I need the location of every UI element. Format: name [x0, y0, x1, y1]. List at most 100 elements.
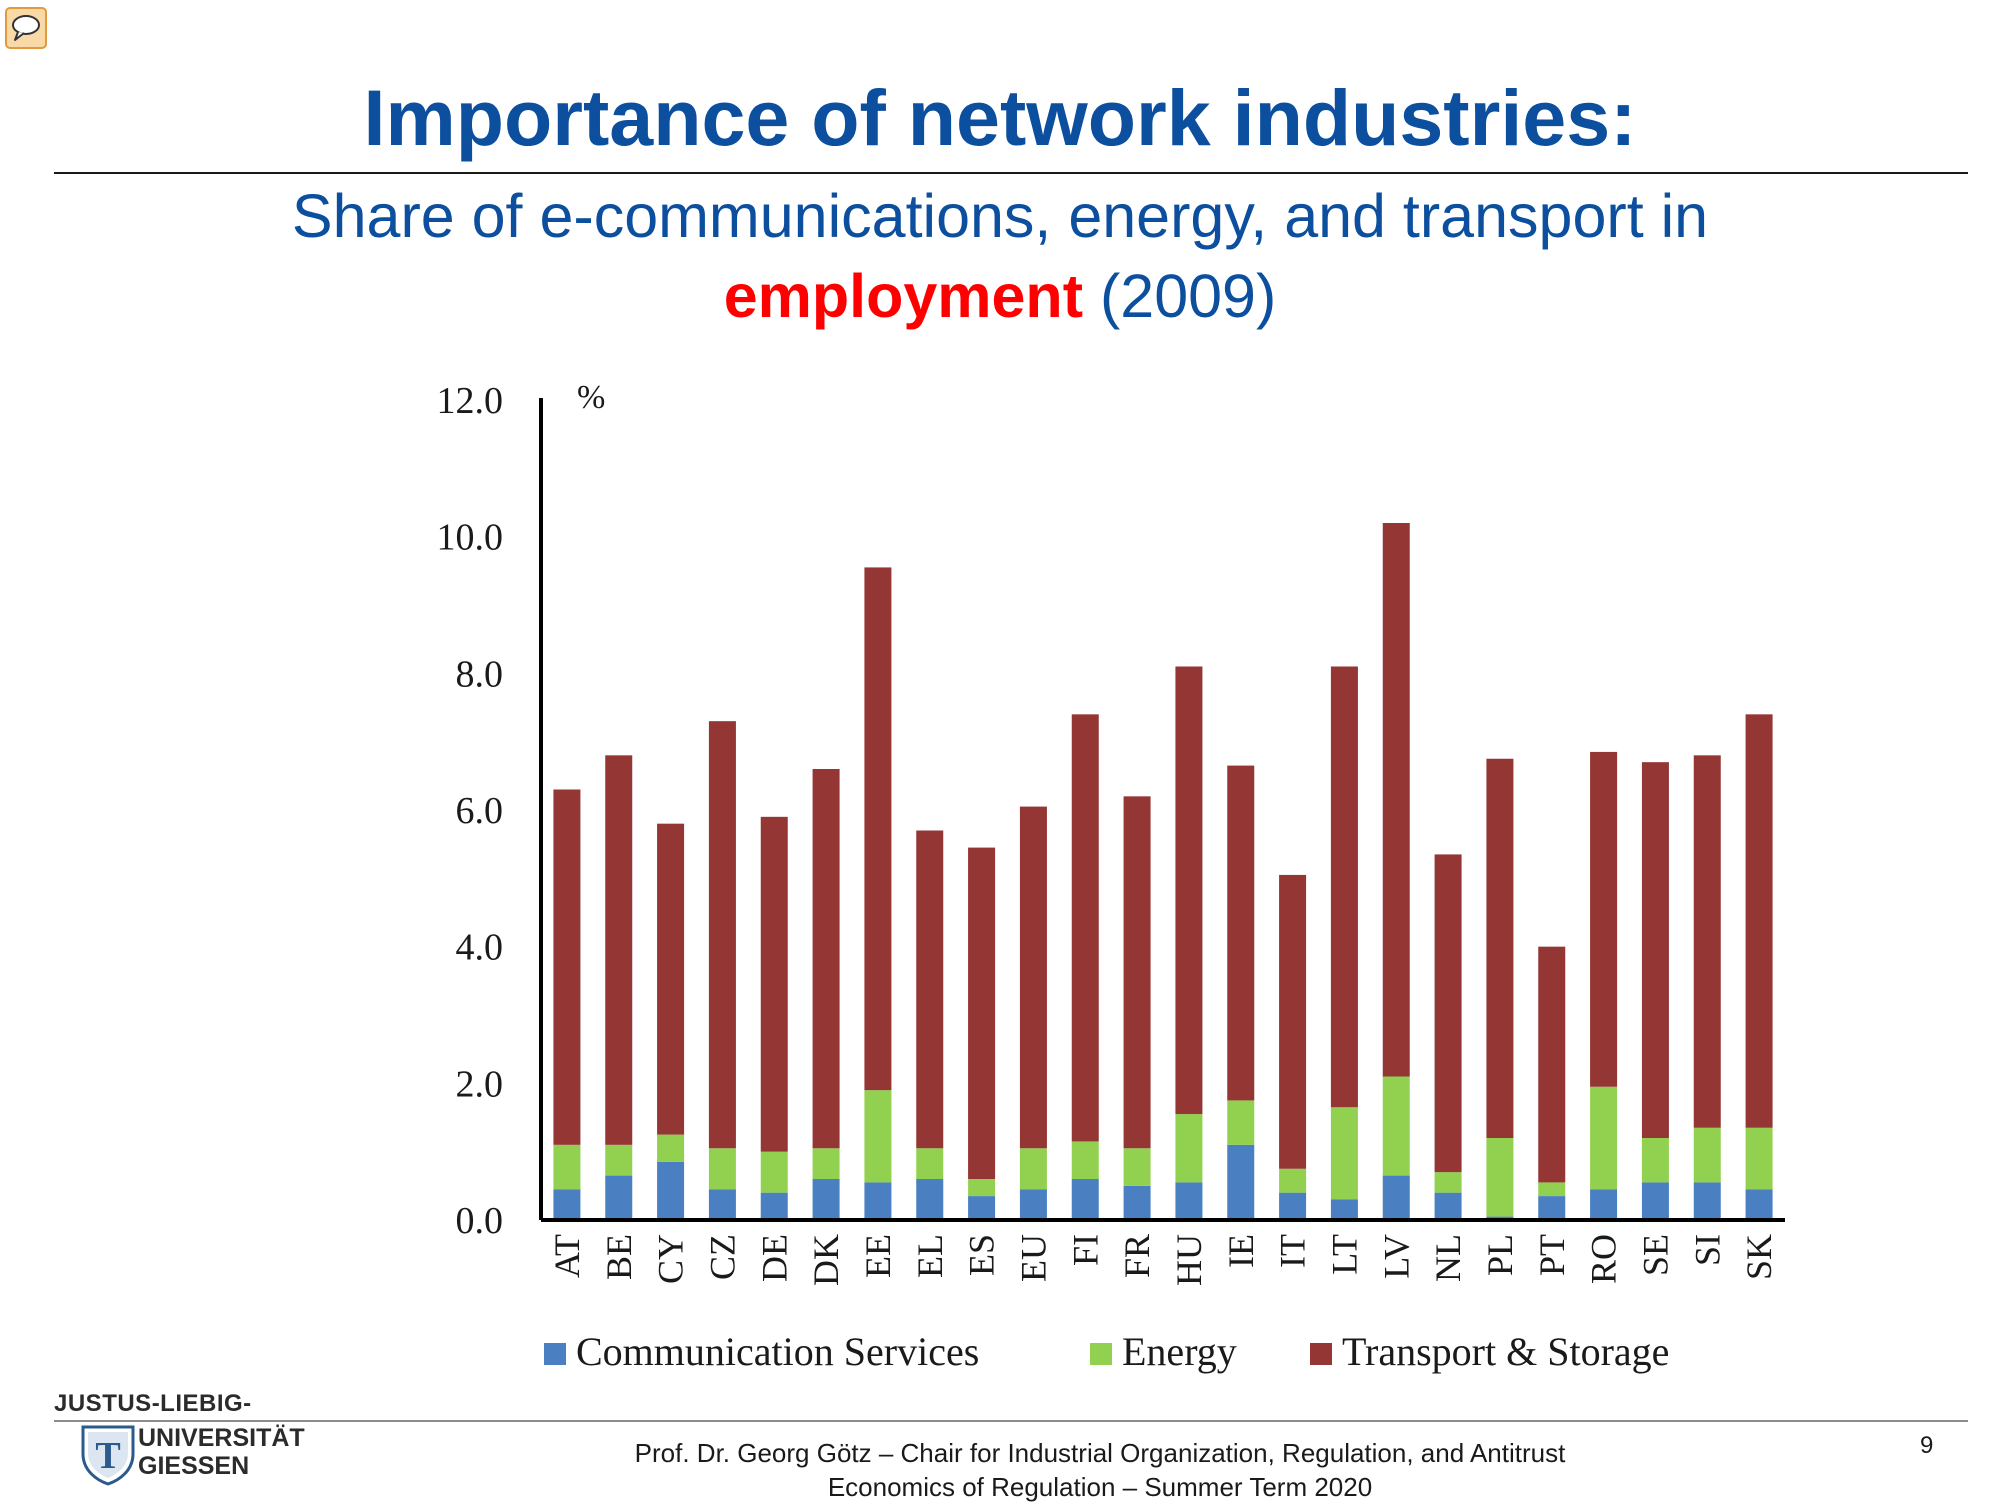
logo-line-3: GIESSEN [138, 1452, 250, 1480]
x-tick-label-ro: RO [1584, 1234, 1624, 1284]
subtitle-line-1: Share of e-communications, energy, and t… [291, 182, 1709, 250]
x-tick-label-el: EL [910, 1234, 950, 1278]
legend-label-energy: Energy [1122, 1329, 1237, 1374]
bar-ee-energy [864, 1090, 892, 1183]
bar-ie-communication-services [1227, 1144, 1255, 1220]
bar-cz-energy [708, 1148, 736, 1190]
bar-se-energy [1641, 1138, 1669, 1183]
subtitle-year: (2009) [1083, 262, 1277, 330]
bar-el-energy [916, 1148, 944, 1179]
subtitle-highlight: employment [723, 262, 1084, 330]
x-tick-label-it: IT [1273, 1234, 1313, 1268]
x-tick-label-pt: PT [1532, 1234, 1572, 1276]
x-tick-label-si: SI [1687, 1234, 1727, 1266]
bar-pt-energy [1538, 1182, 1566, 1197]
x-tick-label-eu: EU [1013, 1234, 1053, 1282]
bar-nl-communication-services [1434, 1192, 1462, 1220]
bar-sk-transport-storage [1745, 714, 1773, 1128]
bar-cy-communication-services [657, 1161, 685, 1220]
logo-line-1: JUSTUS-LIEBIG- [54, 1390, 252, 1417]
bar-de-communication-services [760, 1192, 788, 1220]
bar-nl-energy [1434, 1172, 1462, 1193]
bar-be-energy [605, 1144, 633, 1176]
bar-at-communication-services [553, 1189, 581, 1220]
x-tick-label-pl: PL [1480, 1234, 1520, 1276]
x-tick-label-hu: HU [1169, 1234, 1209, 1286]
x-tick-label-lv: LV [1376, 1234, 1416, 1279]
bar-fr-transport-storage [1123, 796, 1151, 1149]
x-tick-label-fr: FR [1117, 1234, 1157, 1278]
y-unit-label: % [577, 379, 605, 416]
bar-fr-energy [1123, 1148, 1151, 1186]
y-tick-label-2: 4.0 [456, 927, 504, 969]
x-tick-label-de: DE [754, 1234, 794, 1282]
page-number: 9 [1920, 1432, 1934, 1459]
bar-eu-transport-storage [1019, 806, 1047, 1149]
bar-it-communication-services [1279, 1192, 1307, 1220]
x-tick-label-at: AT [547, 1234, 587, 1278]
y-tick-label-4: 8.0 [456, 653, 504, 695]
legend-label-transport-storage: Transport & Storage [1342, 1329, 1669, 1374]
bar-sk-communication-services [1745, 1189, 1773, 1220]
x-tick-label-fi: FI [1065, 1234, 1105, 1266]
x-tick-label-ie: IE [1221, 1234, 1261, 1268]
bar-si-transport-storage [1693, 755, 1721, 1128]
bar-cz-transport-storage [708, 721, 736, 1149]
subtitle-line-2: employment (2009) [0, 256, 2000, 336]
bar-es-communication-services [968, 1196, 996, 1220]
bar-ie-energy [1227, 1100, 1255, 1145]
bar-nl-transport-storage [1434, 854, 1462, 1173]
x-tick-label-se: SE [1635, 1234, 1675, 1276]
bar-lv-communication-services [1382, 1175, 1410, 1220]
bar-cy-energy [657, 1134, 685, 1162]
bar-be-communication-services [605, 1175, 633, 1220]
x-tick-label-sk: SK [1739, 1234, 1779, 1280]
bar-at-transport-storage [553, 789, 581, 1145]
speech-bubble-icon[interactable] [4, 6, 48, 50]
bar-se-transport-storage [1641, 762, 1669, 1138]
bar-lv-energy [1382, 1076, 1410, 1176]
x-tick-label-dk: DK [806, 1234, 846, 1286]
bar-eu-communication-services [1019, 1189, 1047, 1220]
footer-divider [54, 1420, 1968, 1422]
bar-hu-transport-storage [1175, 666, 1203, 1115]
bar-se-communication-services [1641, 1182, 1669, 1220]
bar-pt-transport-storage [1538, 946, 1566, 1183]
bar-ro-communication-services [1590, 1189, 1618, 1220]
bar-ee-transport-storage [864, 567, 892, 1091]
bar-si-energy [1693, 1127, 1721, 1183]
bar-ee-communication-services [864, 1182, 892, 1220]
y-tick-label-0: 0.0 [456, 1200, 504, 1242]
footer-line-1: Prof. Dr. Georg Götz – Chair for Industr… [634, 1438, 1566, 1468]
bar-ro-energy [1590, 1086, 1618, 1190]
bar-hu-energy [1175, 1114, 1203, 1183]
x-tick-label-be: BE [599, 1234, 639, 1280]
x-tick-label-ee: EE [858, 1234, 898, 1278]
bar-dk-energy [812, 1148, 840, 1179]
university-logo: JUSTUS-LIEBIG- T UNIVERSITÄT GIESSEN [54, 1390, 324, 1490]
title-divider [54, 172, 1968, 174]
footer-text: Prof. Dr. Georg Götz – Chair for Industr… [300, 1436, 1900, 1504]
x-tick-label-es: ES [962, 1234, 1002, 1276]
legend-swatch-transport-storage [1310, 1343, 1332, 1365]
bar-fi-transport-storage [1071, 714, 1099, 1142]
bar-it-transport-storage [1279, 874, 1307, 1169]
x-tick-label-lt: LT [1324, 1234, 1364, 1275]
bar-fi-communication-services [1071, 1179, 1099, 1220]
bar-si-communication-services [1693, 1182, 1721, 1220]
logo-line-2: UNIVERSITÄT [138, 1424, 305, 1452]
bar-pl-transport-storage [1486, 758, 1514, 1138]
bar-el-communication-services [916, 1179, 944, 1220]
stacked-bar-chart: AT BE CY CZ DE DK EE EL ES EU FI FR HU IE IT LT LV NL PL PT… [437, 379, 1785, 1374]
bar-lv-transport-storage [1382, 523, 1410, 1077]
x-tick-label-cz: CZ [702, 1234, 742, 1280]
bar-pt-communication-services [1538, 1196, 1566, 1220]
bar-es-transport-storage [968, 847, 996, 1179]
bar-de-energy [760, 1151, 788, 1193]
bar-dk-transport-storage [812, 769, 840, 1149]
legend-label-communication-services: Communication Services [576, 1329, 979, 1374]
bar-de-transport-storage [760, 816, 788, 1152]
bar-cz-communication-services [708, 1189, 736, 1220]
bar-at-energy [553, 1144, 581, 1190]
bar-sk-energy [1745, 1127, 1773, 1190]
